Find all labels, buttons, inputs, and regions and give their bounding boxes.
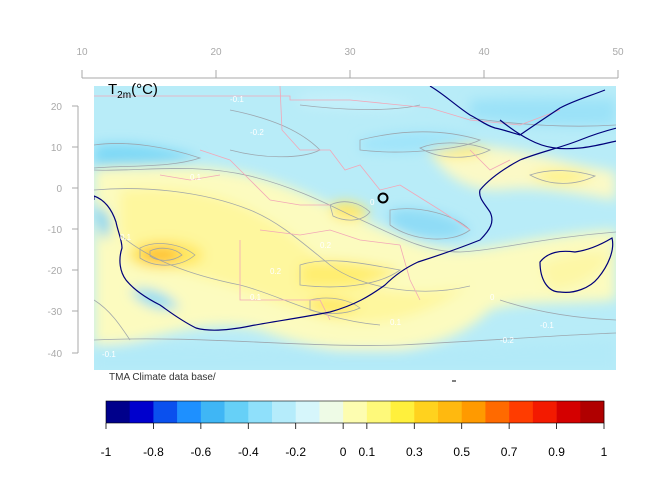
contour-label: 0.1 — [120, 233, 132, 242]
variable-title: T2m(°C) — [108, 81, 158, 101]
colorbar: -1 -0.8 -0.6 -0.4 -0.2 0 0.1 0.3 0.5 0.7 0.9 1 — [101, 400, 608, 459]
location-marker — [377, 192, 389, 204]
lon-tick-label: 50 — [612, 47, 624, 58]
contour-lines — [94, 104, 616, 346]
colorbar-swatch — [461, 401, 486, 423]
colorbar-tick-label: -1 — [101, 445, 112, 459]
colorbar-swatch — [509, 401, 534, 423]
colorbar-swatch — [272, 401, 297, 423]
colorbar-tick-label: -0.4 — [238, 445, 259, 459]
contour-label: 0 — [370, 198, 375, 207]
country-borders — [94, 86, 561, 321]
lon-axis: 10 20 30 40 50 — [76, 47, 624, 79]
lat-tick-label: -30 — [48, 307, 63, 318]
lat-tick-label: -20 — [48, 266, 63, 277]
lat-tick-label: 0 — [56, 184, 62, 195]
colorbar-tick-label: -0.8 — [143, 445, 164, 459]
colorbar-swatch — [414, 401, 439, 423]
colorbar-swatch — [532, 401, 557, 423]
colorbar-swatch — [366, 401, 391, 423]
lat-tick-label: -10 — [48, 225, 63, 236]
variable-name: T — [108, 81, 117, 98]
colorbar-swatch — [390, 401, 415, 423]
colorbar-tick-label: -0.2 — [285, 445, 306, 459]
colorbar-swatch — [224, 401, 249, 423]
colorbar-swatch — [556, 401, 581, 423]
lat-tick-label: -40 — [48, 349, 63, 360]
temperature-field: -0.1 0.1 0.2 -0.2 0 0.1 -0.1 0.2 0 0.1 -… — [94, 86, 616, 370]
colorbar-swatch — [248, 401, 273, 423]
contour-value-labels: -0.1 0.1 0.2 -0.2 0 0.1 -0.1 0.2 0 0.1 -… — [102, 95, 554, 359]
colorbar-swatch — [485, 401, 510, 423]
colorbar-tick-label: 0.1 — [359, 445, 376, 459]
contour-label: -0.1 — [540, 321, 554, 330]
colorbar-tick-label: 0.7 — [501, 445, 518, 459]
variable-subscript: 2m — [117, 90, 131, 101]
colorbar-tick-label: 0.5 — [453, 445, 470, 459]
colorbar-swatch — [438, 401, 463, 423]
contour-label: 0.1 — [250, 293, 262, 302]
lon-tick-label: 40 — [478, 47, 490, 58]
contour-label: 0 — [490, 293, 495, 302]
contour-label: -0.1 — [102, 350, 116, 359]
contour-label: 0.2 — [320, 241, 332, 250]
coastline — [94, 86, 616, 331]
lat-axis: 20 10 0 -10 -20 -30 -40 — [48, 102, 79, 360]
colorbar-swatch — [295, 401, 320, 423]
colorbar-tick-label: -0.6 — [191, 445, 212, 459]
lon-tick-label: 10 — [76, 47, 88, 58]
lon-tick-label: 20 — [210, 47, 222, 58]
colorbar-tick-label: 0 — [340, 445, 347, 459]
data-credit: TMA Climate data base/ — [109, 372, 216, 383]
lat-tick-label: 20 — [51, 102, 63, 113]
lat-tick-label: 10 — [51, 143, 63, 154]
colorbar-tick-label: 1 — [601, 445, 608, 459]
colorbar-swatch — [106, 401, 131, 423]
colorbar-swatch — [200, 401, 225, 423]
colorbar-swatch — [177, 401, 202, 423]
colorbar-swatch — [319, 401, 344, 423]
lon-tick-label: 30 — [344, 47, 356, 58]
colorbar-swatch — [343, 401, 368, 423]
variable-unit: (°C) — [131, 81, 158, 98]
colorbar-swatch — [580, 401, 605, 423]
contour-label: 0.2 — [270, 267, 282, 276]
colorbar-swatch — [153, 401, 178, 423]
contour-label: -0.2 — [250, 128, 264, 137]
colorbar-swatch — [129, 401, 154, 423]
contour-label: 0.1 — [190, 173, 202, 182]
colorbar-tick-label: 0.3 — [406, 445, 423, 459]
contour-label: -0.1 — [230, 95, 244, 104]
colorbar-frame — [105, 400, 605, 424]
colorbar-tick-label: 0.9 — [548, 445, 565, 459]
contour-label: -0.2 — [500, 336, 514, 345]
contour-label: 0.1 — [390, 318, 402, 327]
